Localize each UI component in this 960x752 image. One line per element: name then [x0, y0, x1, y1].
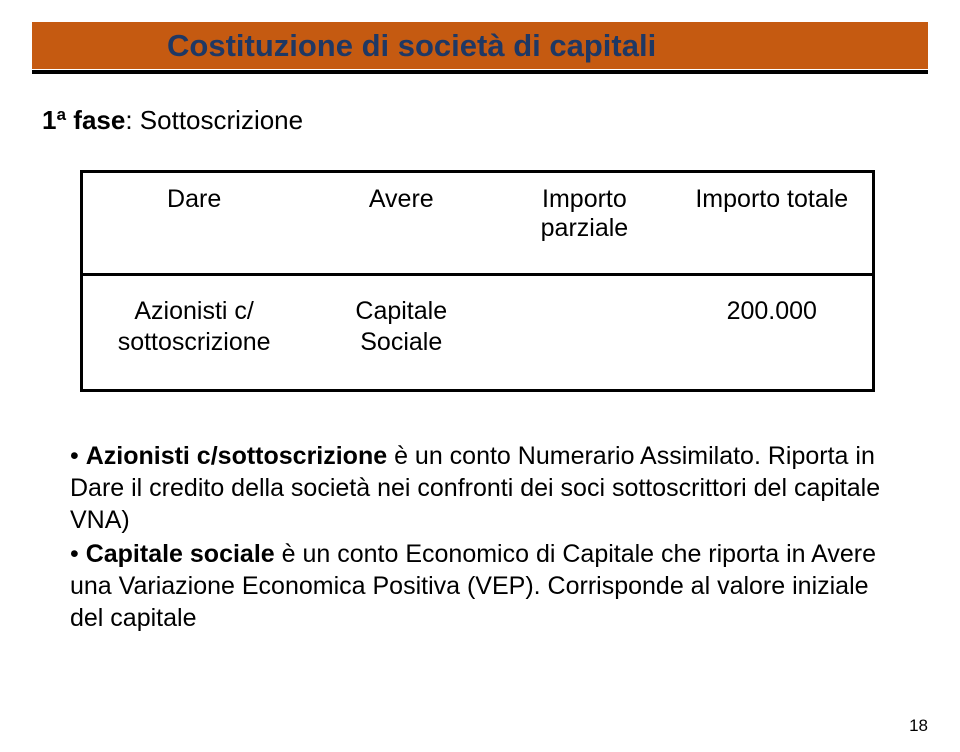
col-header-totale: Importo totale [672, 172, 874, 275]
cell-avere: Capitale Sociale [305, 275, 497, 391]
cell-totale: 200.000 [672, 275, 874, 391]
bullet-mark: • [70, 540, 86, 568]
phase-rest: : Sottoscrizione [125, 105, 303, 135]
title-underline [32, 70, 928, 74]
bullet-2-term: Capitale sociale [86, 540, 282, 568]
table: Dare Avere Importo parziale Importo tota… [80, 170, 875, 392]
slide-title: Costituzione di società di capitali [167, 28, 656, 64]
cell-dare: Azionisti c/ sottoscrizione [82, 275, 306, 391]
col-header-dare: Dare [82, 172, 306, 275]
bullet-mark: • [70, 442, 86, 470]
title-background: Costituzione di società di capitali [32, 22, 928, 69]
accounting-table: Dare Avere Importo parziale Importo tota… [80, 170, 875, 392]
table-header-row: Dare Avere Importo parziale Importo tota… [82, 172, 874, 275]
bullet-1: • Azionisti c/sottoscrizione è un conto … [70, 440, 908, 536]
table-row: Azionisti c/ sottoscrizione Capitale Soc… [82, 275, 874, 391]
bullet-2: • Capitale sociale è un conto Economico … [70, 538, 908, 634]
col-header-avere: Avere [305, 172, 497, 275]
page-number: 18 [909, 716, 928, 736]
bullet-block: • Azionisti c/sottoscrizione è un conto … [70, 440, 908, 636]
bullet-1-term: Azionisti c/sottoscrizione [86, 442, 394, 470]
phase-line: 1ª fase: Sottoscrizione [42, 105, 303, 136]
col-header-parziale: Importo parziale [497, 172, 671, 275]
cell-parziale [497, 275, 671, 391]
title-bar: Costituzione di società di capitali [32, 22, 928, 74]
phase-bold: 1ª fase [42, 105, 125, 135]
